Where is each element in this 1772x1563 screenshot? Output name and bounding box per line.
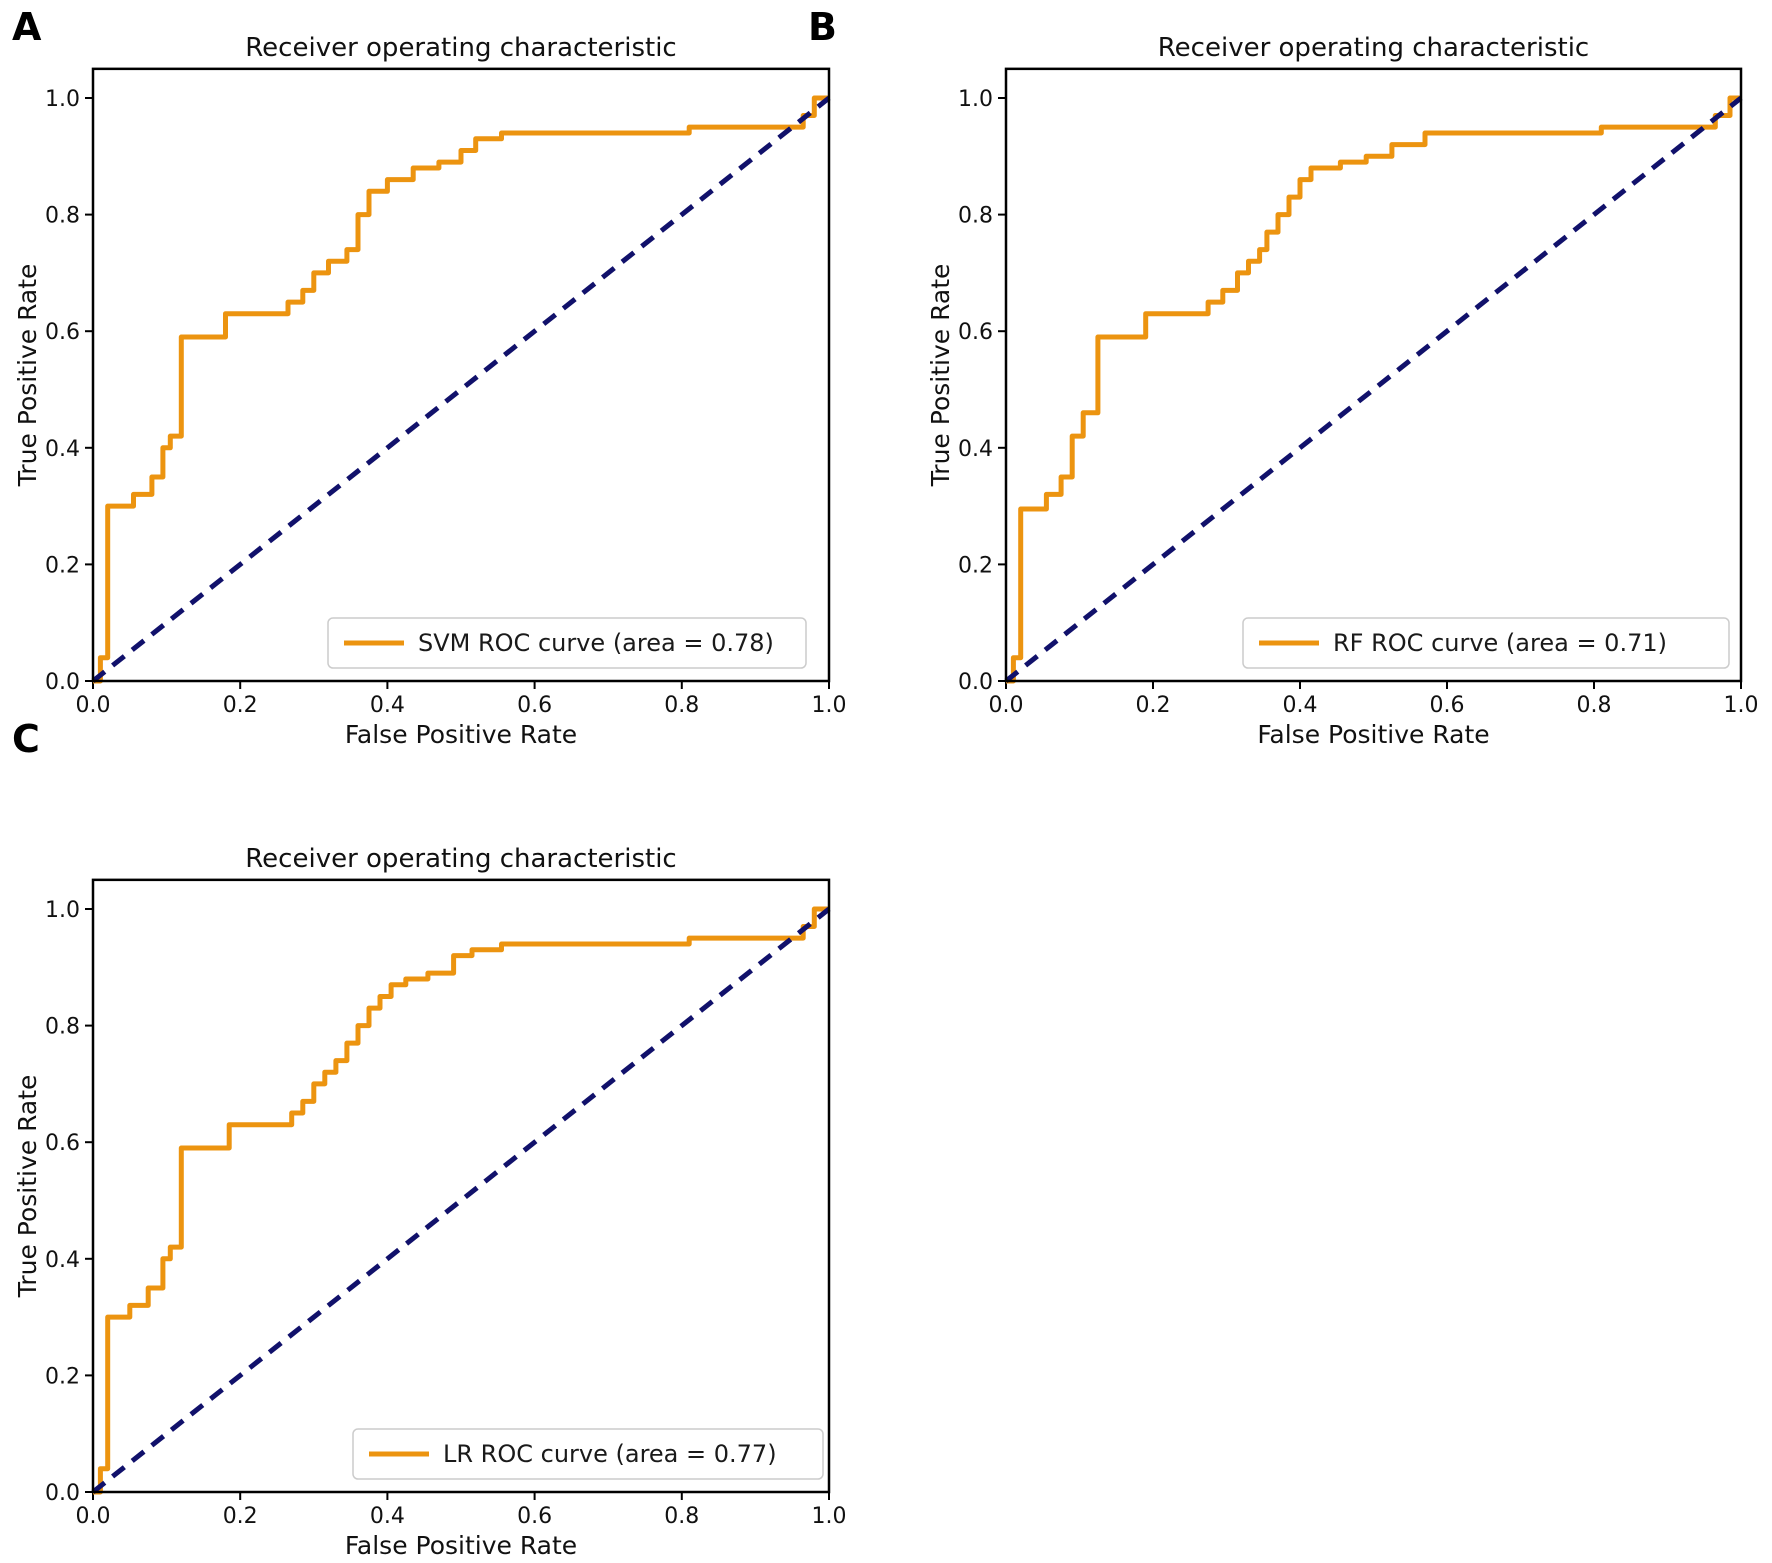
x-tick-label: 1.0 [812,1504,847,1529]
x-tick-label: 0.0 [989,693,1024,718]
x-tick-label: 0.2 [223,693,258,718]
x-tick-label: 1.0 [812,693,847,718]
x-tick-label: 0.8 [664,1504,699,1529]
panel-letter-b: B [808,5,837,49]
x-tick-label: 0.6 [1430,693,1465,718]
legend: RF ROC curve (area = 0.71) [1242,617,1730,669]
x-tick-label: 0.0 [76,693,111,718]
y-tick-label: 0.8 [958,204,993,229]
y-tick-label: 0.4 [958,437,993,462]
y-axis-label: True Positive Rate [13,1075,42,1299]
chance-diagonal-line [1004,96,1743,683]
y-tick-label: 0.0 [45,670,80,695]
y-tick-label: 0.6 [958,320,993,345]
y-tick-label: 0.0 [45,1481,80,1506]
roc-panel-A: Receiver operating characteristic 0.0 0.2 0… [13,33,847,749]
legend-box [352,1428,824,1480]
x-axis-label: False Positive Rate [345,1531,577,1560]
x-tick-label: 0.4 [370,1504,405,1529]
legend-box [327,617,807,669]
y-tick-label: 0.4 [45,1248,80,1273]
roc-panel-C: Receiver operating characteristic 0.0 0.2 0… [13,844,847,1560]
legend-label: LR ROC curve (area = 0.77) [443,1440,777,1468]
y-tick-label: 0.6 [45,1131,80,1156]
y-tick-label: 1.0 [958,87,993,112]
y-axis-label: True Positive Rate [13,264,42,488]
y-tick-label: 0.2 [45,553,80,578]
panel-letter-c: C [12,717,40,761]
y-tick-label: 0.4 [45,437,80,462]
x-tick-label: 0.0 [76,1504,111,1529]
x-axis-label: False Positive Rate [345,720,577,749]
x-tick-label: 0.2 [223,1504,258,1529]
y-tick-label: 0.0 [958,670,993,695]
chance-diagonal-line [91,907,831,1494]
plot-box [91,878,831,1494]
panel-letter-a: A [12,5,42,49]
roc-curve-line [1006,95,1741,684]
y-tick-label: 0.8 [45,1015,80,1040]
roc-curve-line [93,906,829,1495]
x-tick-label: 0.4 [370,693,405,718]
y-tick-label: 0.2 [958,553,993,578]
plot-box [91,67,831,683]
y-axis-label: True Positive Rate [926,264,955,488]
chance-diagonal-line [91,96,831,683]
x-tick-label: 0.8 [664,693,699,718]
x-axis-label: False Positive Rate [1257,720,1489,749]
plot-box [1004,67,1743,683]
x-tick-label: 1.0 [1724,693,1759,718]
y-tick-label: 0.8 [45,204,80,229]
roc-curve-line [93,95,829,684]
roc-panel-B: Receiver operating characteristic 0.0 0.2 0… [926,33,1759,749]
x-tick-label: 0.6 [517,1504,552,1529]
legend-label: SVM ROC curve (area = 0.78) [418,629,774,657]
x-tick-label: 0.2 [1136,693,1171,718]
plot-title: Receiver operating characteristic [245,844,676,874]
x-tick-label: 0.4 [1283,693,1318,718]
y-tick-label: 0.6 [45,320,80,345]
y-tick-label: 1.0 [45,87,80,112]
y-tick-label: 0.2 [45,1364,80,1389]
y-tick-label: 1.0 [45,898,80,923]
legend: LR ROC curve (area = 0.77) [352,1428,824,1480]
legend-box [1242,617,1730,669]
x-tick-label: 0.8 [1577,693,1612,718]
plot-title: Receiver operating characteristic [1158,33,1589,63]
legend: SVM ROC curve (area = 0.78) [327,617,807,669]
plot-title: Receiver operating characteristic [245,33,676,63]
legend-label: RF ROC curve (area = 0.71) [1333,629,1667,657]
x-tick-label: 0.6 [517,693,552,718]
